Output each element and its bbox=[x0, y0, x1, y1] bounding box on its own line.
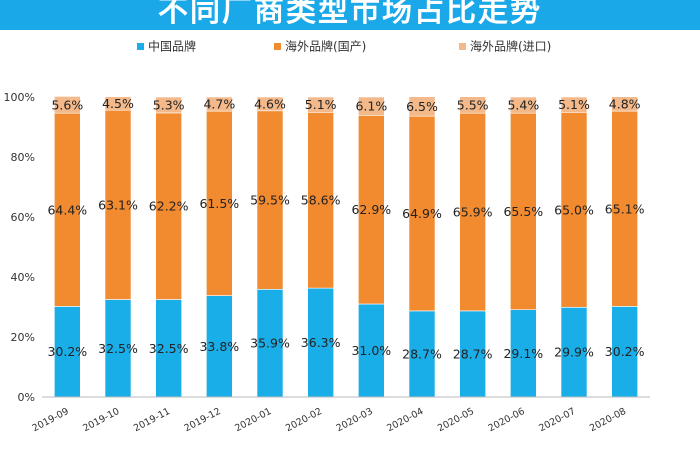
x-tick-label: 2019-12 bbox=[183, 406, 223, 434]
data-label-2-8: 5.5% bbox=[457, 97, 489, 112]
x-axis: 2019-09 2019-10 2019-11 2019-12 2020-01 2020-… bbox=[31, 396, 650, 434]
bar-segment-2-1 bbox=[104, 96, 132, 111]
bars: 30.2% 64.4% 5.6% 32.5% 63.1% 4.5% 32.5% 62.2% 5.… bbox=[47, 96, 645, 398]
data-label-0-9: 29.1% bbox=[503, 346, 543, 361]
bar-segment-1-11 bbox=[611, 110, 638, 307]
legend-label-0: 中国品牌 bbox=[148, 39, 196, 54]
data-label-2-10: 5.1% bbox=[558, 97, 590, 112]
data-label-0-10: 29.9% bbox=[554, 345, 594, 360]
data-label-2-2: 5.3% bbox=[153, 97, 185, 112]
data-label-2-9: 5.4% bbox=[507, 98, 539, 113]
bar-segment-2-4 bbox=[256, 96, 284, 112]
y-tick-label: 0% bbox=[18, 391, 35, 404]
bar-segment-2-0 bbox=[54, 96, 81, 114]
x-tick-label: 2020-08 bbox=[588, 406, 628, 434]
data-label-1-9: 65.5% bbox=[503, 204, 543, 219]
x-tick-label: 2019-09 bbox=[31, 406, 71, 434]
data-label-0-5: 36.3% bbox=[301, 335, 341, 350]
data-label-0-2: 32.5% bbox=[149, 341, 189, 356]
data-label-1-5: 58.6% bbox=[301, 193, 341, 208]
data-label-0-11: 30.2% bbox=[605, 344, 645, 359]
data-label-0-0: 30.2% bbox=[47, 344, 87, 359]
y-axis: 0% 20% 40% 60% 80% 100% bbox=[4, 91, 35, 404]
bar-segment-2-9 bbox=[510, 96, 537, 114]
data-label-1-8: 65.9% bbox=[453, 205, 493, 220]
legend-label-2: 海外品牌(进口) bbox=[470, 39, 551, 54]
x-tick-label: 2019-10 bbox=[81, 406, 121, 434]
bar-segment-1-7 bbox=[408, 115, 436, 312]
bar-segment-2-3 bbox=[206, 96, 233, 112]
x-tick-label: 2020-02 bbox=[284, 406, 324, 434]
data-label-1-6: 62.9% bbox=[351, 202, 391, 217]
x-tick-label: 2020-06 bbox=[487, 406, 527, 434]
bar-segment-2-8 bbox=[459, 96, 486, 114]
bar-segment-2-6 bbox=[358, 96, 385, 116]
y-tick-label: 20% bbox=[11, 331, 35, 344]
bar-segment-1-10 bbox=[560, 112, 588, 308]
y-tick-label: 60% bbox=[11, 211, 35, 224]
data-label-2-4: 4.6% bbox=[254, 96, 286, 111]
bar-segment-1-1 bbox=[104, 109, 132, 300]
data-label-1-10: 65.0% bbox=[554, 202, 594, 217]
y-tick-label: 40% bbox=[11, 271, 35, 284]
data-label-1-11: 65.1% bbox=[605, 201, 645, 216]
x-tick-label: 2020-05 bbox=[436, 406, 476, 434]
data-label-1-7: 64.9% bbox=[402, 206, 442, 221]
x-tick-label: 2020-07 bbox=[537, 406, 577, 434]
data-label-2-3: 4.7% bbox=[203, 97, 235, 112]
legend-swatch-1 bbox=[274, 43, 281, 50]
chart-title: 不同厂商类型市场占比走势 bbox=[158, 0, 542, 29]
bar-segment-2-2 bbox=[155, 96, 182, 114]
data-label-2-11: 4.8% bbox=[609, 96, 641, 111]
data-label-1-4: 59.5% bbox=[250, 193, 290, 208]
bar-segment-2-11 bbox=[611, 96, 638, 112]
data-label-1-3: 61.5% bbox=[199, 196, 239, 211]
data-label-2-5: 5.1% bbox=[305, 97, 337, 112]
x-tick-label: 2020-03 bbox=[335, 406, 375, 434]
y-tick-label: 80% bbox=[11, 151, 35, 164]
data-label-0-7: 28.7% bbox=[402, 346, 442, 361]
data-label-2-6: 6.1% bbox=[355, 99, 387, 114]
data-label-1-1: 63.1% bbox=[98, 197, 138, 212]
data-label-1-0: 64.4% bbox=[47, 202, 87, 217]
title-bar: 不同厂商类型市场占比走势 bbox=[0, 0, 700, 30]
bar-segment-1-2 bbox=[155, 112, 182, 300]
bar-segment-2-10 bbox=[560, 96, 588, 113]
bar-segment-1-4 bbox=[256, 110, 284, 290]
data-label-0-3: 33.8% bbox=[199, 339, 239, 354]
legend-swatch-2 bbox=[459, 43, 466, 50]
bar-segment-2-7 bbox=[408, 96, 436, 117]
legend: 中国品牌 海外品牌(国产) 海外品牌(进口) bbox=[137, 39, 551, 54]
x-tick-label: 2019-11 bbox=[132, 406, 172, 434]
bar-segment-0-6 bbox=[358, 303, 385, 398]
legend-swatch-0 bbox=[137, 43, 144, 50]
bar-segment-0-10 bbox=[560, 306, 588, 398]
data-label-2-0: 5.6% bbox=[51, 97, 83, 112]
data-label-0-8: 28.7% bbox=[453, 346, 493, 361]
y-tick-label: 100% bbox=[4, 91, 35, 104]
bar-segment-1-0 bbox=[54, 112, 81, 307]
bar-segment-0-4 bbox=[256, 288, 284, 398]
bar-segment-2-5 bbox=[307, 96, 334, 113]
data-label-2-1: 4.5% bbox=[102, 96, 134, 111]
data-label-0-6: 31.0% bbox=[351, 343, 391, 358]
legend-label-1: 海外品牌(国产) bbox=[285, 39, 366, 54]
x-tick-label: 2020-04 bbox=[385, 406, 425, 434]
x-tick-label: 2020-01 bbox=[233, 406, 273, 434]
bar-segment-1-8 bbox=[459, 112, 486, 312]
data-label-1-2: 62.2% bbox=[149, 199, 189, 214]
data-label-2-7: 6.5% bbox=[406, 99, 438, 114]
bar-segment-1-3 bbox=[206, 110, 233, 296]
data-label-0-1: 32.5% bbox=[98, 341, 138, 356]
data-label-0-4: 35.9% bbox=[250, 336, 290, 351]
